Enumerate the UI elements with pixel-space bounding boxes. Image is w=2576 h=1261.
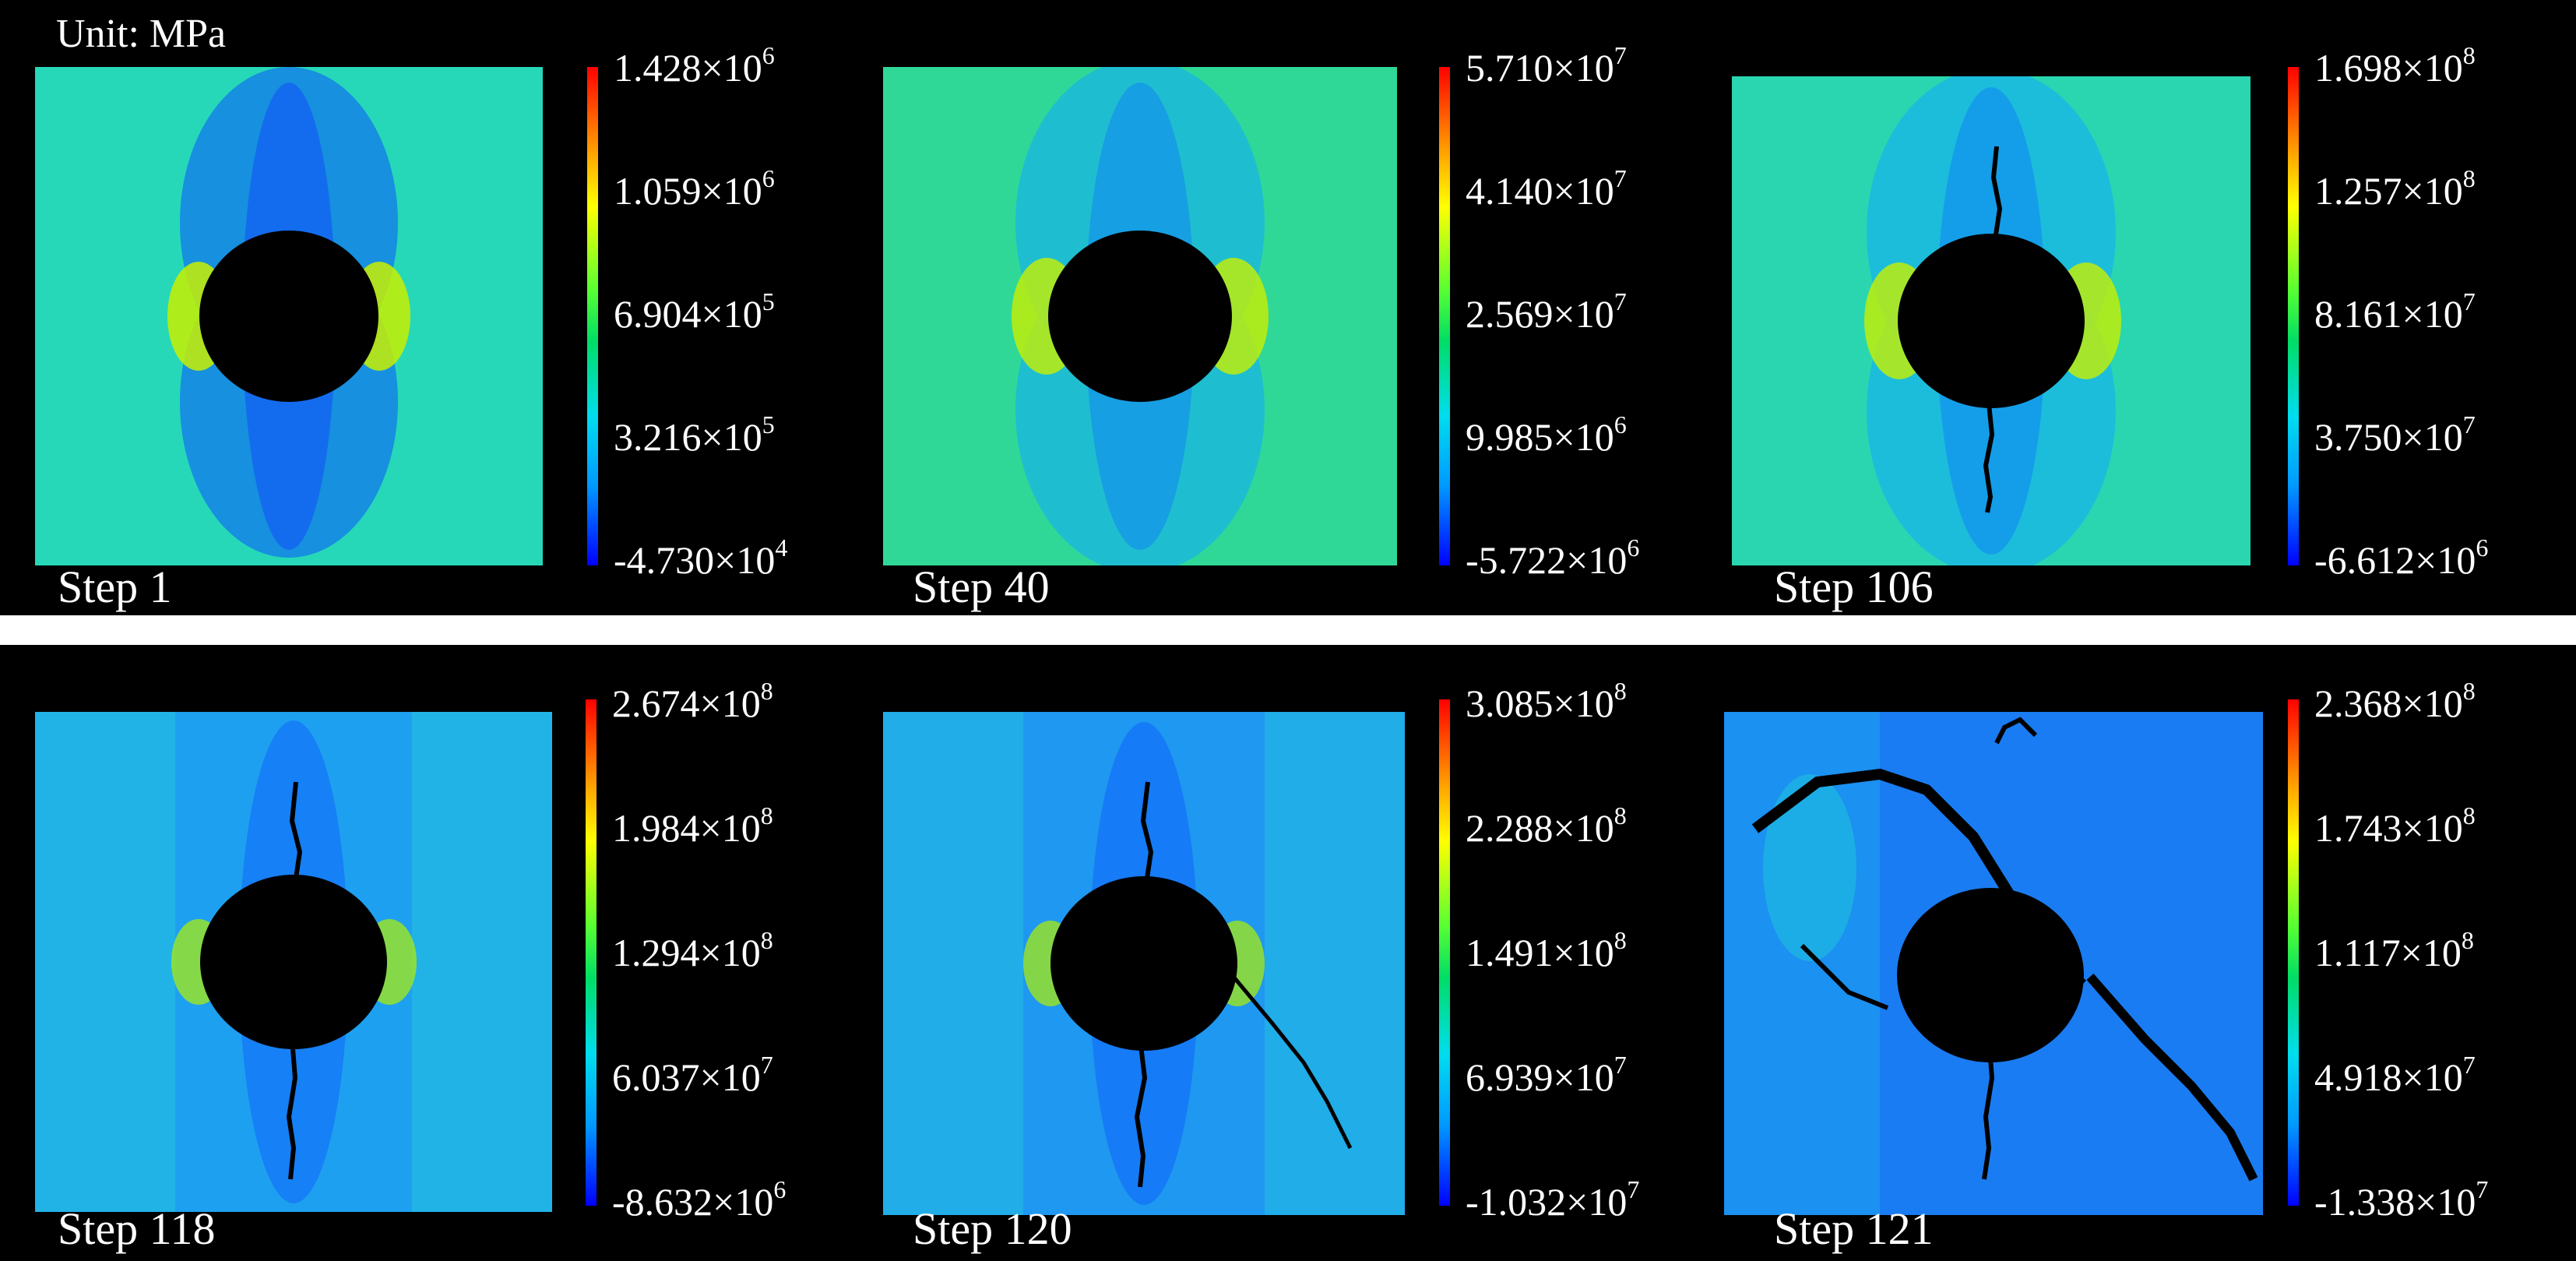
tick-label: 5.710×107 (1466, 41, 1627, 90)
row-bottom: 2.674×108 1.984×108 1.294×108 6.037×107 … (0, 645, 2576, 1261)
stress-plate (35, 67, 543, 565)
step-label: Step 118 (58, 1203, 216, 1254)
unit-label: Unit: MPa (56, 12, 227, 56)
step-label: Step 40 (913, 562, 1050, 612)
row-top: Unit: MPa (0, 0, 2576, 615)
tick-label: -4.730×104 (614, 534, 788, 582)
panel-step-121: 2.368×108 1.743×108 1.117×108 4.918×107 … (1716, 645, 2574, 1261)
panel-step-1: 1.428×106 1.059×106 6.904×105 3.216×105 … (0, 0, 858, 615)
tick-label: -1.338×107 (2314, 1175, 2489, 1224)
panel-step-120: 3.085×108 2.288×108 1.491×108 6.939×107 … (858, 645, 1716, 1261)
tick-label: 1.428×106 (614, 41, 775, 90)
tick-label: 1.117×108 (2314, 926, 2474, 974)
tick-label: 3.750×107 (2314, 410, 2476, 459)
step-label: Step 106 (1774, 562, 1934, 612)
panel-step-40: 5.710×107 4.140×107 2.569×107 9.985×106 … (858, 0, 1716, 615)
tick-label: 6.037×107 (612, 1051, 773, 1099)
tick-label: 1.743×108 (2314, 801, 2476, 850)
panel-step-118: 2.674×108 1.984×108 1.294×108 6.037×107 … (0, 645, 858, 1261)
step-label: Step 1 (58, 562, 172, 612)
stress-plate (883, 67, 1397, 565)
colorbar (2288, 699, 2299, 1206)
step-label: Step 121 (1774, 1203, 1934, 1254)
tick-label: 1.984×108 (612, 801, 773, 850)
tick-label: 1.491×108 (1466, 926, 1627, 974)
tick-label: -8.632×106 (612, 1175, 787, 1224)
tick-label: 4.140×107 (1466, 164, 1627, 213)
tick-label: 1.294×108 (612, 926, 773, 974)
tick-label: 3.085×108 (1466, 677, 1627, 725)
colorbar (586, 699, 596, 1206)
tick-label: 2.288×108 (1466, 801, 1627, 850)
colorbar (1439, 67, 1450, 565)
stress-plate (883, 712, 1405, 1215)
stress-plate (35, 712, 552, 1212)
tick-label: 2.569×107 (1466, 287, 1627, 336)
tick-label: -6.612×106 (2314, 534, 2489, 582)
panel-step-106: 1.698×108 1.257×108 8.161×107 3.750×107 … (1716, 0, 2574, 615)
step-label: Step 120 (913, 1203, 1072, 1254)
tick-label: 4.918×107 (2314, 1051, 2476, 1099)
tick-label: 2.368×108 (2314, 677, 2476, 725)
tick-label: -5.722×106 (1466, 534, 1640, 582)
tick-label: 6.904×105 (614, 287, 775, 336)
colorbar (1439, 699, 1450, 1206)
stress-plate (1724, 712, 2263, 1215)
tick-label: 2.674×108 (612, 677, 773, 725)
stress-plate (1732, 76, 2250, 565)
tick-label: 8.161×107 (2314, 287, 2476, 336)
tick-label: -1.032×107 (1466, 1175, 1640, 1224)
tick-label: 6.939×107 (1466, 1051, 1627, 1099)
colorbar (2288, 67, 2299, 565)
tick-label: 1.257×108 (2314, 164, 2476, 213)
tick-label: 3.216×105 (614, 410, 775, 459)
tick-label: 9.985×106 (1466, 410, 1627, 459)
tick-label: 1.698×108 (2314, 41, 2476, 90)
colorbar (587, 67, 598, 565)
tick-label: 1.059×106 (614, 164, 775, 213)
